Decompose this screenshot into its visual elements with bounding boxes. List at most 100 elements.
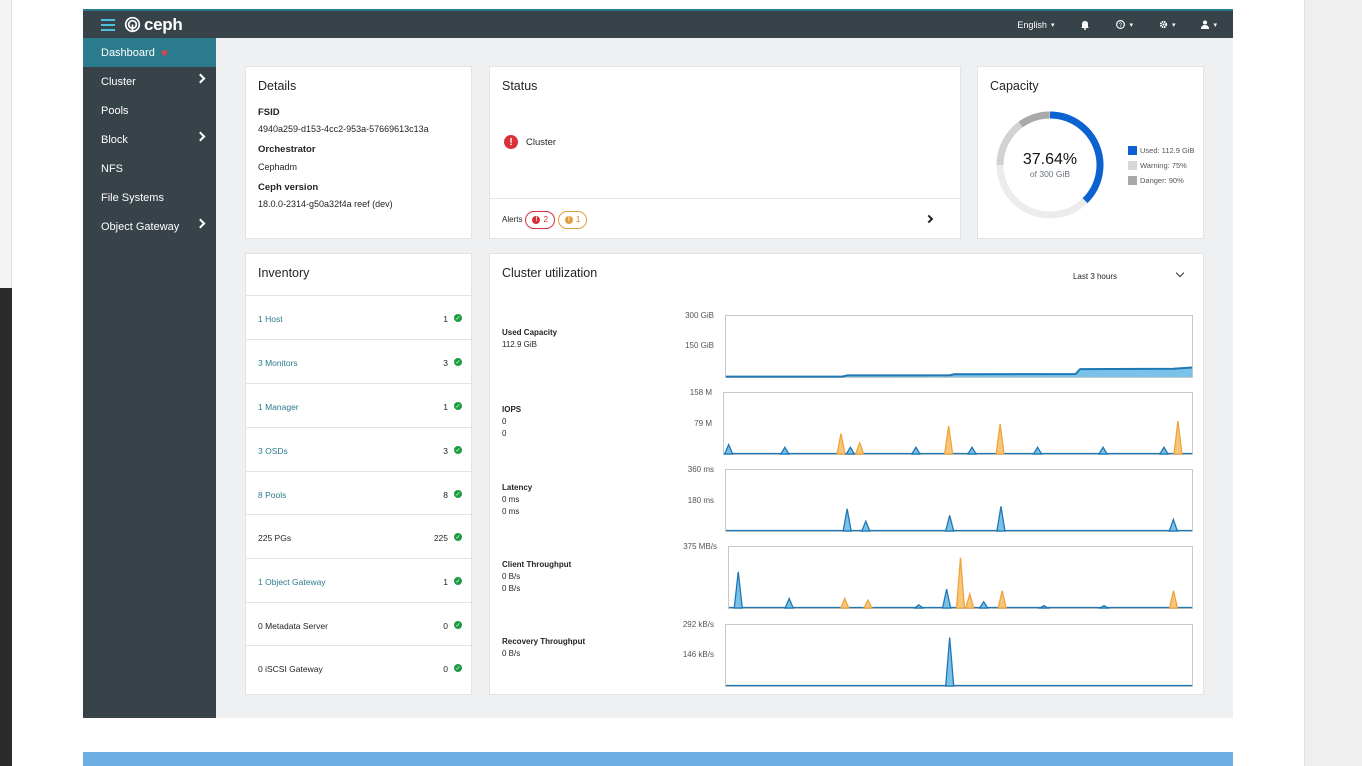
inventory-name: 225 PGs (258, 533, 292, 543)
menu-toggle-icon[interactable] (101, 18, 115, 31)
help-button[interactable]: ? ▾ (1116, 20, 1133, 29)
sidebar-item-cluster[interactable]: Cluster (83, 67, 216, 96)
legend-used: Used: 112.9 GiB (1128, 146, 1194, 155)
chart-spike (997, 590, 1007, 609)
chart-frame (723, 392, 1193, 455)
inventory-row-pgs: 225 PGs 225 ✓ (246, 514, 472, 558)
inventory-row-iscsi-gateway: 0 iSCSI Gateway 0 ✓ (246, 645, 472, 689)
inventory-link[interactable]: 1 Host (258, 314, 283, 324)
sidebar-item-dashboard[interactable]: Dashboard ♥ (83, 38, 216, 67)
inventory-link[interactable]: 8 Pools (258, 490, 287, 500)
inventory-link[interactable]: 3 OSDs (258, 446, 288, 456)
danger-alerts-badge[interactable]: ! 2 (525, 210, 555, 229)
user-menu-button[interactable]: ▾ (1201, 20, 1217, 29)
client-throughput-chart (728, 546, 1193, 609)
chart-spike (1158, 446, 1170, 455)
sidebar-item-block[interactable]: Block (83, 125, 216, 154)
chevron-right-icon (195, 73, 206, 84)
version-value: 18.0.0-2314-g50a32f4a reef (dev) (258, 199, 393, 209)
chart-spike (860, 519, 871, 532)
metric-value: 0 B/s (502, 584, 521, 593)
sidebar-item-object-gateway[interactable]: Object Gateway (83, 212, 216, 241)
caret-down-icon: ▾ (1213, 21, 1217, 29)
legend-danger: Danger: 90% (1128, 176, 1184, 185)
time-range-select[interactable]: Last 3 hours (1072, 272, 1117, 281)
chart-spike (1097, 446, 1109, 455)
navbar-right: English ▾ ? ▾ ▾ ▾ (1017, 11, 1217, 38)
metric-value: 0 B/s (502, 572, 521, 581)
check-circle-icon: ✓ (454, 402, 462, 410)
capacity-donut (996, 111, 1104, 219)
warning-alerts-badge[interactable]: ! 1 (557, 210, 588, 229)
chart-spike (839, 596, 850, 609)
sidebar-item-label: Pools (101, 104, 129, 117)
metric-latency: Latency 0 ms 0 ms (502, 482, 532, 518)
sidebar-item-pools[interactable]: Pools (83, 96, 216, 125)
chart-frame (725, 469, 1193, 532)
sidebar-item-file-systems[interactable]: File Systems (83, 183, 216, 212)
legend-warning: Warning: 75% (1128, 161, 1187, 170)
recovery-throughput-chart (725, 624, 1193, 687)
sidebar-item-label: Cluster (101, 75, 136, 88)
chart-spike (723, 443, 734, 455)
chart-spike (996, 506, 1006, 532)
chevron-right-icon[interactable] (924, 214, 934, 224)
error-icon: ! (532, 215, 541, 224)
notifications-button[interactable] (1080, 20, 1090, 30)
brand-logo[interactable]: ceph (124, 14, 183, 35)
latency-chart (725, 469, 1193, 532)
fsid-value: 4940a259-d153-4cc2-953a-57669613c13a (258, 124, 429, 134)
status-card: Status ! Cluster Alerts ! 2 ! 1 (489, 66, 961, 239)
inventory-card: Inventory 1 Host 1 ✓ 3 Monitors 3 ✓ 1 Ma… (245, 253, 472, 695)
language-selector[interactable]: English ▾ (1017, 20, 1054, 30)
check-circle-icon: ✓ (454, 314, 462, 322)
inventory-count: 0 (443, 664, 448, 674)
used-capacity-chart (725, 315, 1193, 378)
chevron-down-icon[interactable] (1175, 268, 1185, 278)
sidebar-item-label: Block (101, 133, 128, 146)
metric-label: Latency (502, 483, 533, 492)
legend-swatch (1128, 176, 1137, 185)
inventory-count: 3 (443, 446, 448, 456)
sidebar-item-label: NFS (101, 162, 123, 175)
chart-spike (1032, 446, 1043, 455)
inventory-link[interactable]: 1 Object Gateway (258, 577, 326, 587)
warning-icon: ! (564, 215, 573, 224)
card-title: Inventory (258, 266, 310, 280)
metric-client-throughput: Client Throughput 0 B/s 0 B/s (502, 559, 571, 595)
orchestrator-value: Cephadm (258, 162, 298, 172)
chart-spike (944, 515, 955, 532)
chart-spike (995, 424, 1005, 455)
chart-spike (862, 598, 873, 609)
language-label: English (1017, 19, 1047, 30)
alerts-label: Alerts (502, 215, 523, 224)
page-left-dark-panel (0, 288, 12, 766)
alerts-bar[interactable]: Alerts ! 2 ! 1 (490, 198, 960, 240)
sidebar-item-label: Dashboard (101, 46, 155, 59)
check-circle-icon: ✓ (454, 446, 462, 454)
donut-danger-arc (1018, 111, 1050, 128)
cluster-status[interactable]: ! Cluster (504, 135, 556, 149)
y-max-label: 360 ms (687, 465, 714, 474)
metric-value: 0 ms (502, 495, 520, 504)
metric-value: 0 (502, 417, 507, 426)
chart-spike (912, 604, 925, 609)
sidebar: Dashboard ♥ Cluster Pools Block NFS File … (83, 38, 216, 718)
inventory-name: 0 Metadata Server (258, 621, 328, 631)
y-mid-label: 180 ms (687, 496, 714, 505)
chart-spike (854, 440, 865, 455)
check-circle-icon: ✓ (454, 664, 462, 672)
inventory-name: 0 iSCSI Gateway (258, 664, 323, 674)
error-icon: ! (504, 135, 518, 149)
legend-swatch (1128, 146, 1137, 155)
caret-down-icon: ▾ (1129, 21, 1133, 29)
metric-iops: IOPS 0 0 (502, 404, 521, 440)
inventory-link[interactable]: 3 Monitors (258, 358, 298, 368)
brand-name: ceph (144, 14, 183, 34)
chart-spike (955, 557, 966, 609)
chart-frame (725, 315, 1193, 378)
inventory-link[interactable]: 1 Manager (258, 402, 299, 412)
check-circle-icon: ✓ (454, 490, 462, 498)
settings-button[interactable]: ▾ (1159, 20, 1175, 29)
sidebar-item-nfs[interactable]: NFS (83, 154, 216, 183)
